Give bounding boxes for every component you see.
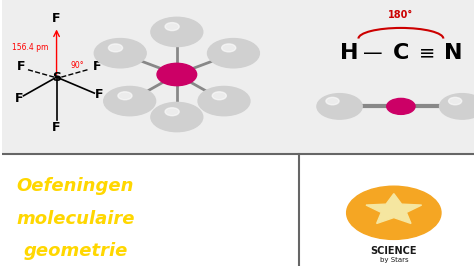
Circle shape [212, 92, 227, 100]
Text: F: F [52, 12, 61, 25]
Circle shape [222, 44, 236, 52]
Circle shape [439, 94, 474, 119]
Circle shape [118, 92, 132, 100]
Text: —: — [363, 44, 383, 63]
FancyBboxPatch shape [2, 154, 474, 266]
Text: N: N [444, 43, 462, 63]
Text: F: F [92, 60, 101, 73]
Circle shape [387, 98, 415, 114]
Text: F: F [95, 88, 103, 101]
Circle shape [317, 94, 362, 119]
Text: S: S [52, 71, 61, 84]
Circle shape [151, 17, 203, 47]
Circle shape [94, 39, 146, 68]
Circle shape [165, 108, 179, 116]
FancyBboxPatch shape [2, 0, 474, 154]
Text: F: F [52, 121, 61, 134]
Text: Oefeningen: Oefeningen [17, 177, 134, 195]
Circle shape [326, 97, 339, 105]
Text: by Stars: by Stars [380, 257, 408, 263]
Circle shape [346, 186, 441, 239]
Circle shape [109, 44, 123, 52]
Polygon shape [366, 194, 422, 223]
Text: moleculaire: moleculaire [16, 210, 135, 228]
Text: 180°: 180° [388, 10, 413, 20]
Circle shape [165, 23, 179, 31]
Text: H: H [340, 43, 358, 63]
Text: F: F [15, 92, 23, 105]
Text: F: F [17, 60, 26, 73]
Text: geometrie: geometrie [23, 242, 128, 260]
Circle shape [104, 86, 155, 116]
Text: ≡: ≡ [419, 44, 435, 63]
Text: 156.4 pm: 156.4 pm [12, 43, 49, 52]
Text: 90°: 90° [71, 61, 84, 70]
Text: SCIENCE: SCIENCE [371, 246, 417, 256]
Text: C: C [392, 43, 409, 63]
Circle shape [198, 86, 250, 116]
Circle shape [208, 39, 259, 68]
Circle shape [151, 102, 203, 132]
Circle shape [448, 97, 462, 105]
Circle shape [157, 63, 197, 86]
